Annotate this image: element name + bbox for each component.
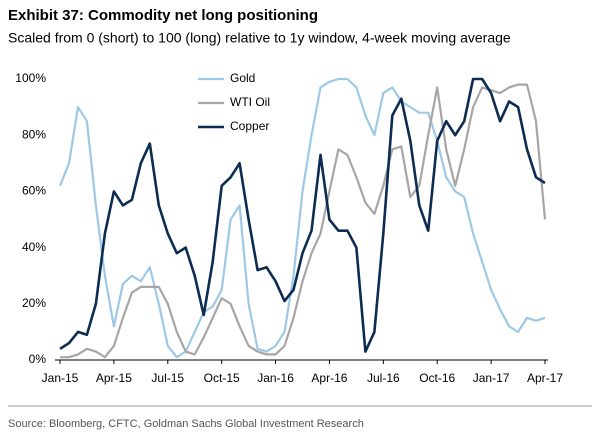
x-tick-label: Jul-16 xyxy=(367,371,400,385)
x-tick-label: Jan-15 xyxy=(42,371,79,385)
x-tick-label: Apr-16 xyxy=(311,371,347,385)
x-tick-label: Jul-15 xyxy=(151,371,184,385)
y-tick-label: 0% xyxy=(29,352,47,366)
y-tick-label: 60% xyxy=(22,184,46,198)
legend-label: WTI Oil xyxy=(230,95,270,109)
x-tick-label: Apr-17 xyxy=(527,371,563,385)
legend-label: Copper xyxy=(230,119,269,133)
y-tick-label: 40% xyxy=(22,240,46,254)
x-tick-label: Oct-15 xyxy=(204,371,240,385)
chart-subtitle: Scaled from 0 (short) to 100 (long) rela… xyxy=(8,30,511,46)
source: Source: Bloomberg, CFTC, Goldman Sachs G… xyxy=(8,418,364,430)
chart-title: Exhibit 37: Commodity net long positioni… xyxy=(8,7,318,24)
x-tick-label: Apr-15 xyxy=(96,371,132,385)
series-line xyxy=(59,77,546,353)
x-tick-label: Jan-17 xyxy=(473,371,510,385)
x-tick-label: Oct-16 xyxy=(419,371,455,385)
y-tick-label: 20% xyxy=(22,296,46,310)
y-tick-label: 80% xyxy=(22,127,46,141)
series-line xyxy=(58,77,546,359)
y-tick-label: 100% xyxy=(15,71,46,85)
x-tick-label: Jan-16 xyxy=(257,371,294,385)
series-line xyxy=(60,83,547,359)
legend-label: Gold xyxy=(230,71,255,85)
